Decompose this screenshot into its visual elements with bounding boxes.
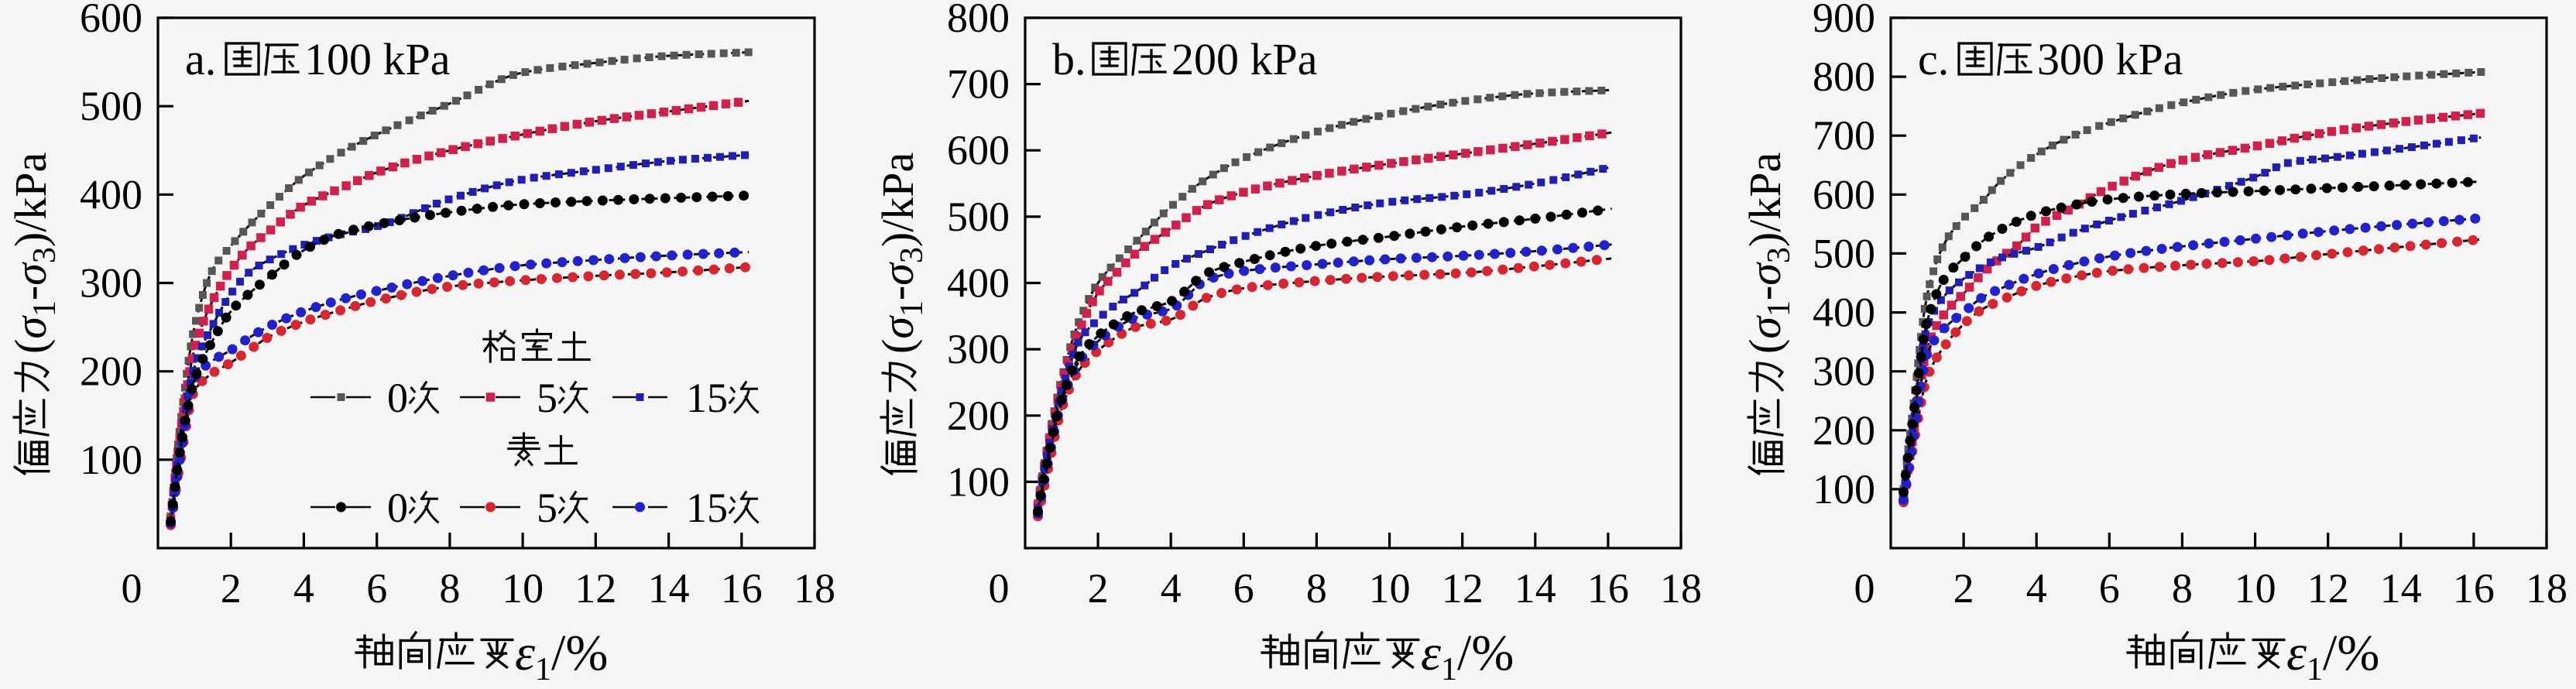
svg-text:2: 2: [1953, 565, 1974, 612]
svg-text:(σ1-σ3)/kPa: (σ1-σ3)/kPa: [5, 153, 63, 354]
svg-text:b.: b.: [1052, 34, 1086, 84]
svg-text:0: 0: [1854, 565, 1875, 612]
svg-text:800: 800: [947, 0, 1010, 41]
svg-text:ε1/%: ε1/%: [1421, 625, 1514, 685]
svg-text:18: 18: [2526, 565, 2567, 612]
svg-text:14: 14: [1514, 565, 1556, 612]
svg-text:500: 500: [1813, 230, 1875, 276]
svg-text:300: 300: [1813, 348, 1875, 395]
svg-text:200: 200: [947, 392, 1010, 439]
svg-text:10: 10: [502, 565, 544, 612]
svg-text:4: 4: [1161, 565, 1182, 612]
svg-text:200: 200: [80, 348, 142, 395]
svg-text:200: 200: [1813, 407, 1875, 454]
svg-text:0: 0: [122, 565, 142, 612]
svg-text:0: 0: [387, 485, 408, 531]
svg-text:16: 16: [721, 565, 763, 612]
svg-text:12: 12: [1442, 565, 1484, 612]
svg-text:700: 700: [1813, 112, 1875, 159]
svg-text:6: 6: [2099, 565, 2120, 612]
svg-text:700: 700: [947, 61, 1010, 108]
svg-text:4: 4: [2026, 565, 2047, 612]
svg-text:600: 600: [1813, 171, 1875, 218]
svg-text:16: 16: [1587, 565, 1629, 612]
svg-text:(σ1-σ3)/kPa: (σ1-σ3)/kPa: [1740, 153, 1797, 354]
svg-text:12: 12: [575, 565, 616, 612]
svg-text:600: 600: [947, 127, 1010, 173]
svg-text:ε1/%: ε1/%: [2286, 625, 2379, 685]
svg-text:200 kPa: 200 kPa: [1171, 34, 1318, 84]
svg-text:5: 5: [537, 375, 557, 421]
svg-text:400: 400: [80, 171, 142, 218]
svg-text:100: 100: [947, 458, 1010, 505]
svg-text:ε1/%: ε1/%: [515, 625, 608, 685]
svg-text:900: 900: [1813, 0, 1875, 41]
svg-text:400: 400: [1813, 290, 1875, 336]
svg-text:400: 400: [947, 260, 1010, 307]
svg-text:16: 16: [2453, 565, 2495, 612]
svg-text:14: 14: [648, 565, 690, 612]
svg-text:8: 8: [2172, 565, 2193, 612]
svg-text:2: 2: [1088, 565, 1109, 612]
svg-text:5: 5: [537, 485, 557, 531]
svg-text:10: 10: [1369, 565, 1411, 612]
svg-text:600: 600: [80, 0, 142, 41]
svg-text:18: 18: [794, 565, 835, 612]
svg-text:300: 300: [947, 326, 1010, 372]
svg-text:100: 100: [1813, 466, 1875, 512]
svg-text:6: 6: [1233, 565, 1254, 612]
svg-text:8: 8: [439, 565, 460, 612]
svg-text:0: 0: [387, 375, 408, 421]
svg-text:800: 800: [1813, 53, 1875, 100]
svg-text:15: 15: [686, 375, 728, 421]
svg-text:500: 500: [80, 83, 142, 129]
svg-text:8: 8: [1306, 565, 1327, 612]
svg-text:100: 100: [80, 437, 142, 483]
svg-text:6: 6: [366, 565, 387, 612]
svg-text:2: 2: [221, 565, 242, 612]
svg-text:100 kPa: 100 kPa: [304, 34, 451, 84]
svg-text:c.: c.: [1918, 34, 1949, 84]
svg-text:0: 0: [989, 565, 1010, 612]
svg-text:300: 300: [80, 260, 142, 307]
svg-text:300 kPa: 300 kPa: [2037, 34, 2183, 84]
svg-text:a.: a.: [185, 34, 216, 84]
svg-text:12: 12: [2307, 565, 2349, 612]
svg-text:15: 15: [686, 485, 728, 531]
svg-text:10: 10: [2235, 565, 2276, 612]
svg-text:500: 500: [947, 194, 1010, 240]
svg-text:18: 18: [1660, 565, 1702, 612]
svg-text:14: 14: [2380, 565, 2422, 612]
svg-text:4: 4: [293, 565, 314, 612]
